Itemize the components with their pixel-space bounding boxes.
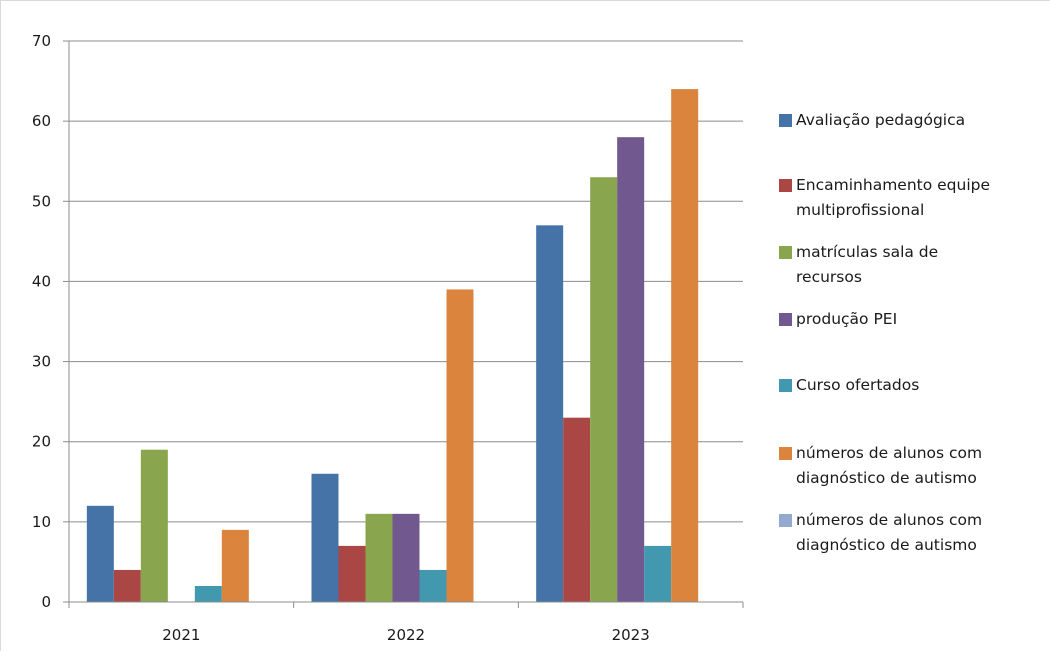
legend-swatch: [779, 246, 792, 259]
bar: [446, 289, 474, 602]
y-tick-label: 0: [41, 593, 51, 611]
bar: [392, 513, 420, 602]
legend-swatch: [779, 313, 792, 326]
bar: [644, 545, 672, 602]
y-tick-label: 70: [32, 32, 51, 50]
legend-entry: números de alunos com diagnóstico de auti…: [796, 511, 982, 554]
x-tick-label: 2023: [612, 626, 650, 644]
legend-entry: números de alunos com diagnóstico de auti…: [796, 444, 982, 487]
bar: [365, 513, 393, 602]
bar: [536, 225, 564, 603]
bar: [671, 89, 699, 603]
x-tick-label: 2021: [162, 626, 200, 644]
legend-entry: matrículas sala de recursos: [796, 243, 938, 286]
bar: [86, 505, 114, 602]
y-tick-label: 50: [32, 192, 51, 210]
bar: [590, 177, 618, 602]
legend-swatch: [779, 379, 792, 392]
bar: [338, 545, 366, 602]
legend-entry: Avaliação pedagógica: [796, 111, 965, 129]
y-tick-label: 10: [32, 513, 51, 531]
bar: [194, 585, 222, 602]
legend-swatch: [779, 447, 792, 460]
bar: [221, 529, 249, 602]
legend-entry: produção PEI: [796, 310, 897, 328]
y-tick-label: 30: [32, 353, 51, 371]
legend-swatch: [779, 514, 792, 527]
legend-swatch: [779, 114, 792, 127]
bar: [311, 473, 339, 602]
bar: [419, 569, 447, 602]
gridlines: [69, 40, 743, 523]
legend-entry: Encaminhamento equipe multiprofissional: [796, 176, 990, 219]
y-tick-label: 40: [32, 272, 51, 290]
bar: [113, 569, 141, 602]
axes: 0 10 20 30 40 50 60 70 2021 2022 2023: [32, 32, 744, 644]
y-tick-label: 20: [32, 433, 51, 451]
bars: [86, 89, 699, 603]
legend-swatch: [779, 179, 792, 192]
legend: Avaliação pedagógica Encaminhamento equip…: [779, 111, 990, 554]
bar: [140, 449, 168, 602]
legend-entry: Curso ofertados: [796, 376, 919, 394]
y-tick-label: 60: [32, 112, 51, 130]
bar: [617, 137, 645, 602]
bar: [563, 417, 591, 602]
x-tick-label: 2022: [387, 626, 425, 644]
